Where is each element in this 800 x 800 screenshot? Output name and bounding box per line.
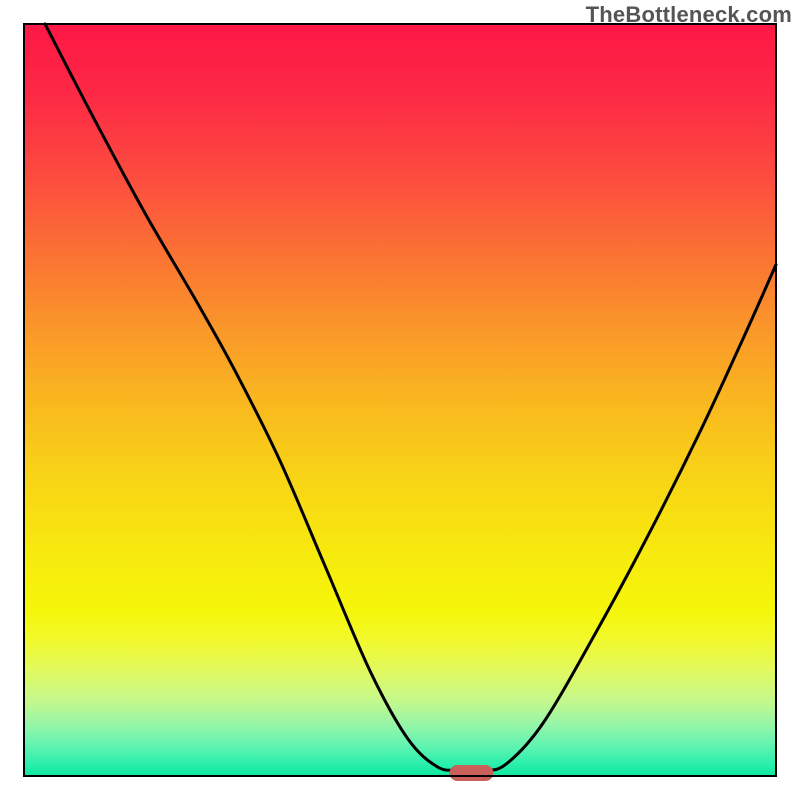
plot-background <box>24 24 776 776</box>
optimal-point-marker <box>449 765 493 781</box>
chart-root: TheBottleneck.com <box>0 0 800 800</box>
chart-svg <box>0 0 800 800</box>
watermark-label: TheBottleneck.com <box>586 2 792 28</box>
